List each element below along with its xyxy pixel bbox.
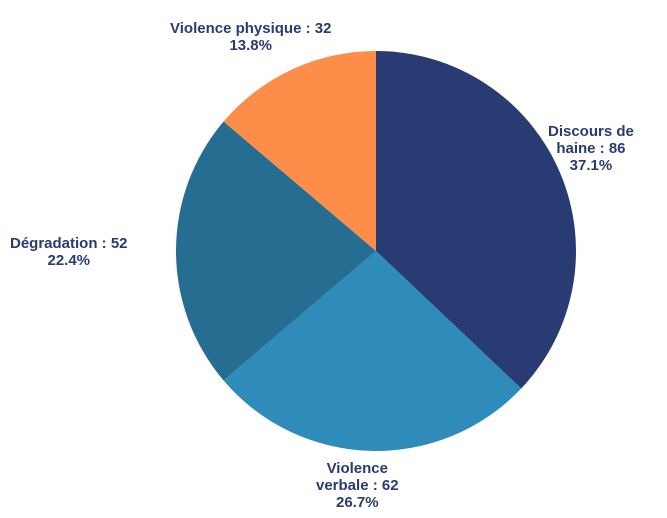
pie-slice-d-gradation bbox=[175, 121, 376, 381]
label-degradation-line1: Dégradation : 52 bbox=[10, 235, 128, 252]
label-violence-verbale-line2: verbale : 62 bbox=[316, 477, 399, 494]
label-violence-verbale-percent: 26.7% bbox=[336, 494, 379, 511]
label-violence-physique-percent: 13.8% bbox=[229, 37, 272, 54]
label-violence-verbale: Violence verbale : 62 26.7% bbox=[316, 460, 399, 511]
label-discours-de-haine-percent: 37.1% bbox=[569, 157, 613, 174]
pie-slice-discours-de-haine bbox=[376, 51, 576, 389]
label-discours-de-haine-line2: haine : 86 bbox=[556, 140, 626, 157]
label-violence-physique: Violence physique : 32 13.8% bbox=[170, 20, 331, 54]
label-degradation-percent: 22.4% bbox=[47, 252, 91, 269]
pie-slice-violence-verbale bbox=[223, 251, 522, 451]
label-degradation: Dégradation : 52 22.4% bbox=[10, 235, 128, 269]
label-discours-de-haine: Discours de haine : 86 37.1% bbox=[548, 123, 634, 174]
label-violence-verbale-line1: Violence bbox=[326, 460, 388, 477]
label-discours-de-haine-line1: Discours de bbox=[548, 123, 634, 140]
label-violence-physique-line1: Violence physique : 32 bbox=[170, 20, 332, 37]
pie-slice-violence-physique bbox=[223, 51, 376, 251]
